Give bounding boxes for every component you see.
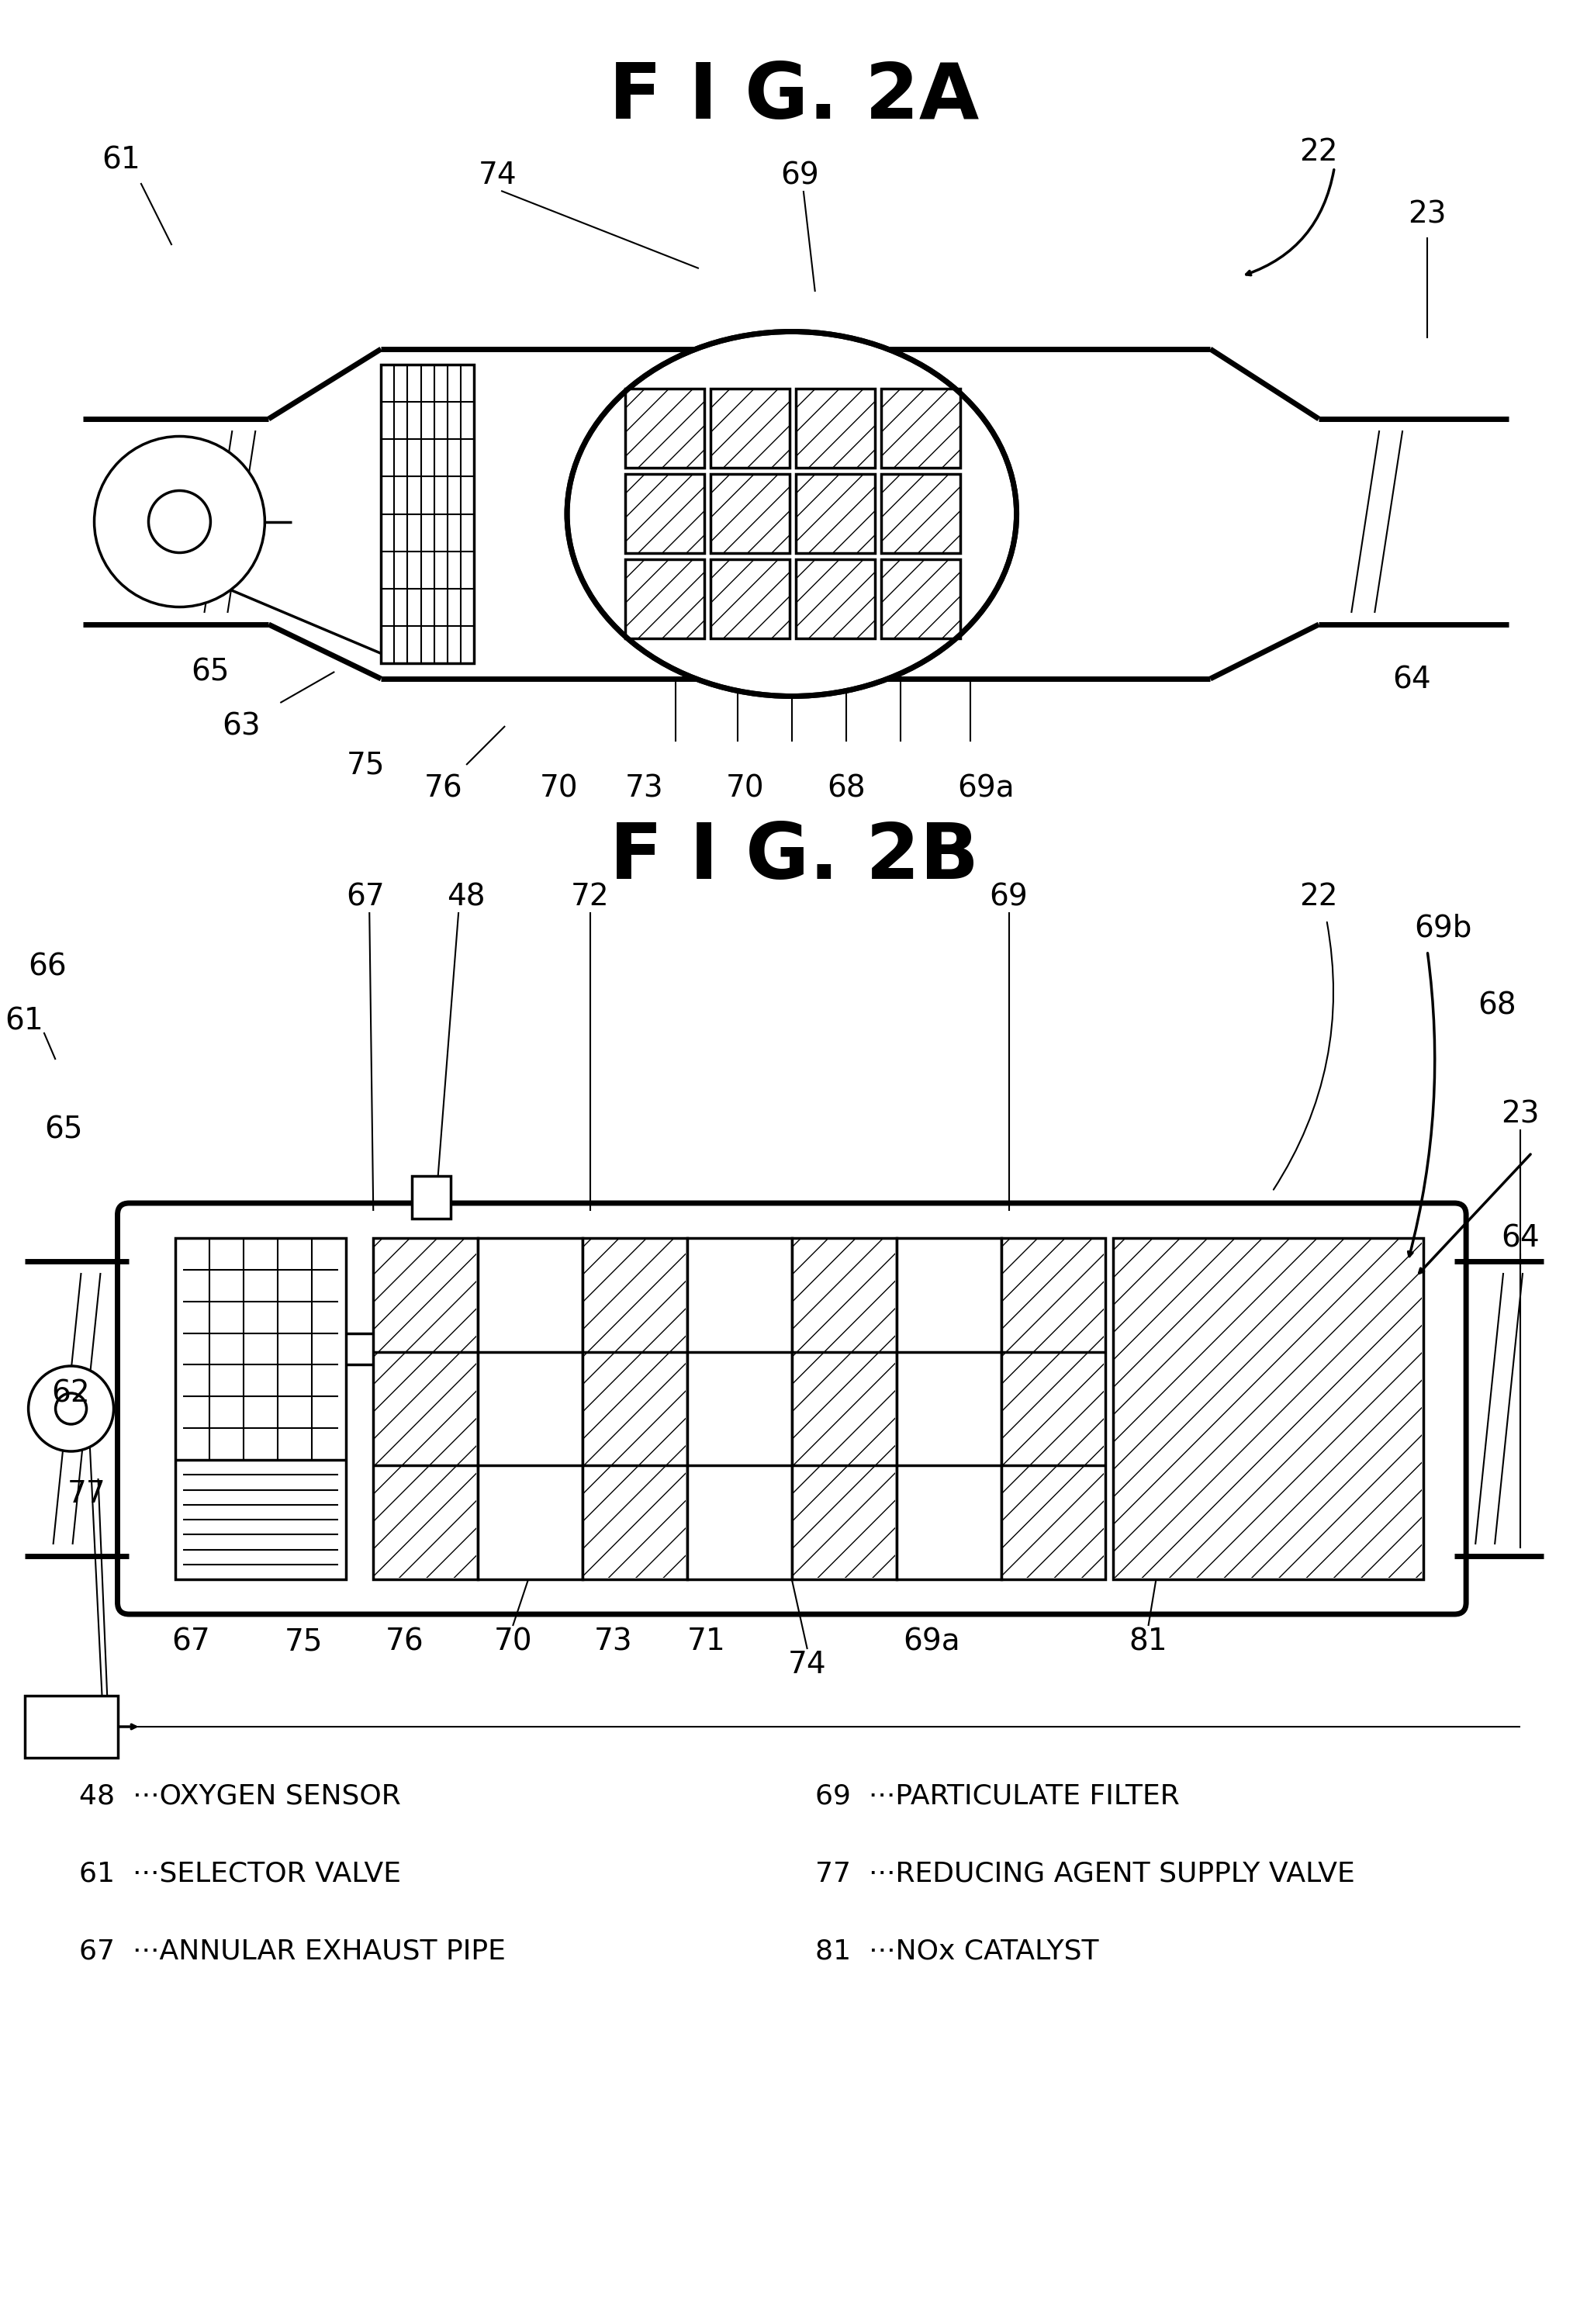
Text: 68: 68: [827, 774, 865, 802]
Text: 75: 75: [346, 751, 384, 779]
Bar: [711, 388, 789, 467]
Text: 73: 73: [625, 774, 663, 802]
Bar: [792, 1239, 897, 1580]
Text: 48: 48: [448, 883, 486, 911]
Bar: [1001, 1239, 1106, 1580]
Text: 74: 74: [478, 160, 516, 191]
Ellipse shape: [567, 332, 1017, 697]
Text: 76: 76: [424, 774, 462, 802]
Text: F I G. 2A: F I G. 2A: [609, 60, 979, 135]
Text: 69  ···PARTICULATE FILTER: 69 ···PARTICULATE FILTER: [816, 1783, 1179, 1810]
Bar: [625, 474, 705, 553]
Bar: [373, 1239, 478, 1580]
Text: 23: 23: [1501, 1099, 1539, 1129]
Text: 74: 74: [789, 1650, 827, 1680]
Bar: [795, 558, 874, 639]
Circle shape: [149, 490, 211, 553]
Circle shape: [56, 1392, 87, 1425]
Text: 67: 67: [171, 1627, 211, 1657]
Bar: [881, 558, 960, 639]
Circle shape: [94, 437, 265, 607]
Text: 64: 64: [1393, 665, 1431, 695]
Text: 61: 61: [5, 1006, 44, 1037]
Text: 68: 68: [1477, 990, 1516, 1020]
Text: 61  ···SELECTOR VALVE: 61 ···SELECTOR VALVE: [79, 1862, 400, 1887]
Text: 62: 62: [52, 1378, 90, 1408]
Bar: [625, 558, 705, 639]
FancyBboxPatch shape: [117, 1204, 1466, 1615]
Bar: [478, 1239, 582, 1580]
Text: 72: 72: [571, 883, 609, 911]
Bar: [897, 1239, 1001, 1580]
Text: 22: 22: [1300, 883, 1338, 911]
Bar: [795, 388, 874, 467]
Text: 81: 81: [1128, 1627, 1168, 1657]
Bar: [1114, 1239, 1424, 1580]
Bar: [711, 558, 789, 639]
Circle shape: [29, 1367, 114, 1450]
Text: 66: 66: [29, 953, 67, 981]
Text: 69a: 69a: [957, 774, 1014, 802]
Bar: [687, 1239, 792, 1580]
Bar: [413, 1176, 451, 1218]
Bar: [176, 1239, 346, 1580]
Text: 61: 61: [102, 144, 141, 174]
Text: 77  ···REDUCING AGENT SUPPLY VALVE: 77 ···REDUCING AGENT SUPPLY VALVE: [816, 1862, 1355, 1887]
Text: 63: 63: [222, 711, 260, 741]
Text: 67: 67: [346, 883, 384, 911]
Text: 23: 23: [1408, 200, 1446, 228]
Text: 65: 65: [192, 658, 230, 686]
Text: 73: 73: [594, 1627, 633, 1657]
Bar: [881, 388, 960, 467]
Bar: [711, 474, 789, 553]
Text: 70: 70: [727, 774, 765, 802]
Text: 69b: 69b: [1414, 913, 1471, 944]
Bar: [381, 365, 475, 662]
Text: 70: 70: [494, 1627, 532, 1657]
Text: 69: 69: [781, 160, 819, 191]
Bar: [582, 1239, 687, 1580]
Text: F I G. 2B: F I G. 2B: [609, 820, 979, 895]
Bar: [625, 388, 705, 467]
Bar: [881, 474, 960, 553]
Text: 70: 70: [540, 774, 579, 802]
Bar: [24, 1697, 117, 1757]
Text: 76: 76: [386, 1627, 424, 1657]
Text: 77: 77: [67, 1480, 106, 1508]
Text: 65: 65: [44, 1116, 83, 1143]
Text: 69: 69: [990, 883, 1028, 911]
Text: 71: 71: [687, 1627, 725, 1657]
Text: 22: 22: [1300, 137, 1338, 167]
Text: 64: 64: [1501, 1222, 1539, 1253]
Text: 81  ···NOx CATALYST: 81 ···NOx CATALYST: [816, 1938, 1098, 1964]
Text: 75: 75: [284, 1627, 322, 1657]
Text: 69a: 69a: [903, 1627, 960, 1657]
Text: 48  ···OXYGEN SENSOR: 48 ···OXYGEN SENSOR: [79, 1783, 400, 1810]
Text: 67  ···ANNULAR EXHAUST PIPE: 67 ···ANNULAR EXHAUST PIPE: [79, 1938, 505, 1964]
Bar: [795, 474, 874, 553]
